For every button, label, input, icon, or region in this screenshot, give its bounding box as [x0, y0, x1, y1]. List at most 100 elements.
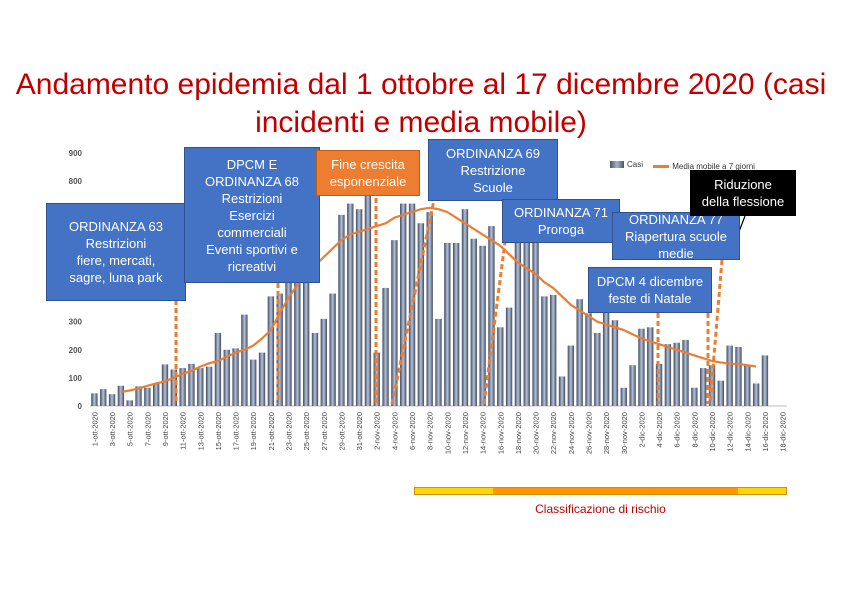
- bar-15-ott-2020: [214, 332, 222, 406]
- bar-24-nov-2020: [567, 345, 575, 406]
- bar-13-dic-2020: [735, 346, 742, 406]
- bar-7-ott-2020: [144, 387, 151, 406]
- bar-29-ott-2020: [338, 214, 345, 406]
- annotation-dpcm-ordinanza-68: DPCM E ORDINANZA 68 Restrizioni Esercizi…: [184, 147, 320, 283]
- bar-24-ott-2020: [294, 231, 301, 406]
- x-tick-label: 15-ott-2020: [214, 412, 223, 450]
- x-tick-label: 4-dic-2020: [655, 412, 664, 447]
- x-tick-label: 14-dic-2020: [743, 412, 752, 452]
- x-tick-label: 17-ott-2020: [232, 412, 241, 450]
- x-tick-label: 2-dic-2020: [637, 412, 646, 447]
- bar-25-nov-2020: [576, 299, 583, 406]
- annotation-ordinanza-69: ORDINANZA 69 Restrizione Scuole: [428, 139, 558, 201]
- bar-21-nov-2020: [541, 296, 548, 406]
- x-tick-label: 25-ott-2020: [302, 412, 311, 450]
- bar-9-dic-2020: [700, 368, 707, 406]
- bar-9-nov-2020: [435, 318, 442, 406]
- x-tick-label: 21-ott-2020: [267, 412, 276, 450]
- x-tick-label: 11-ott-2020: [179, 412, 188, 450]
- x-tick-label: 28-nov-2020: [602, 412, 611, 454]
- bar-10-dic-2020: [708, 365, 716, 406]
- bar-17-nov-2020: [505, 307, 513, 406]
- bar-19-ott-2020: [250, 359, 257, 406]
- bar-11-nov-2020: [452, 242, 460, 406]
- bar-14-nov-2020: [479, 245, 486, 406]
- bar-23-ott-2020: [285, 259, 292, 406]
- bar-17-ott-2020: [232, 348, 239, 406]
- annotation-ordinanza-77: ORDINANZA 77 Riapertura scuole medie: [612, 212, 740, 261]
- bar-20-ott-2020: [258, 352, 266, 406]
- bar-8-dic-2020: [691, 387, 698, 406]
- bar-11-ott-2020: [179, 368, 186, 406]
- bar-13-ott-2020: [197, 368, 204, 406]
- bar-12-ott-2020: [188, 363, 195, 406]
- bar-16-nov-2020: [497, 327, 504, 406]
- bar-15-dic-2020: [752, 383, 760, 406]
- x-tick-label: 12-nov-2020: [461, 412, 470, 454]
- bar-18-ott-2020: [241, 314, 248, 406]
- bar-3-dic-2020: [647, 327, 654, 406]
- x-tick-label: 4-nov-2020: [390, 412, 399, 450]
- annotation-ordinanza-71: ORDINANZA 71 Proroga: [502, 199, 620, 243]
- legend-label-media-mobile: Media mobile a 7 giorni: [672, 162, 755, 171]
- bar-6-dic-2020: [673, 342, 680, 406]
- x-tick-label: 26-nov-2020: [584, 412, 593, 454]
- x-tick-label: 12-dic-2020: [726, 412, 735, 452]
- x-tick-label: 23-ott-2020: [285, 412, 294, 450]
- x-tick-label: 24-nov-2020: [567, 412, 576, 454]
- bar-29-nov-2020: [611, 320, 619, 406]
- bar-26-nov-2020: [585, 313, 592, 406]
- x-tick-label: 9-ott-2020: [161, 412, 170, 446]
- x-tick-label: 8-nov-2020: [426, 412, 435, 450]
- annotation-riduzione-flessione: Riduzione della flessione: [690, 170, 796, 216]
- bar-30-nov-2020: [620, 387, 627, 406]
- bar-2-nov-2020: [373, 352, 380, 406]
- y-tick-label: 0: [78, 402, 83, 411]
- y-tick-label: 800: [69, 177, 83, 186]
- bar-13-nov-2020: [470, 238, 477, 406]
- bar-8-nov-2020: [426, 212, 433, 406]
- bar-9-ott-2020: [161, 364, 169, 406]
- bar-28-nov-2020: [602, 304, 610, 406]
- x-tick-label: 10-dic-2020: [708, 412, 717, 452]
- bars: [91, 192, 769, 406]
- bar-2-ott-2020: [100, 389, 107, 406]
- bar-6-ott-2020: [135, 386, 142, 406]
- x-tick-label: 16-dic-2020: [761, 412, 770, 452]
- bar-3-nov-2020: [382, 287, 389, 406]
- x-tick-label: 20-nov-2020: [532, 412, 541, 454]
- y-tick-label: 300: [69, 318, 83, 327]
- bar-4-nov-2020: [391, 240, 398, 406]
- bar-27-ott-2020: [320, 318, 327, 406]
- bar-10-nov-2020: [444, 242, 451, 406]
- x-tick-label: 22-nov-2020: [549, 412, 558, 454]
- annotation-ordinanza-63: ORDINANZA 63 Restrizioni fiere, mercati,…: [46, 203, 186, 301]
- bar-25-ott-2020: [302, 279, 310, 406]
- bar-12-nov-2020: [461, 209, 469, 406]
- x-tick-label: 19-ott-2020: [249, 412, 258, 450]
- bar-12-dic-2020: [726, 345, 733, 406]
- bar-16-ott-2020: [223, 349, 230, 406]
- event-marker-line: [482, 241, 507, 405]
- bar-31-ott-2020: [355, 209, 363, 406]
- bar-18-nov-2020: [514, 237, 522, 406]
- risk-classification-bar: [414, 487, 787, 495]
- x-tick-label: 5-ott-2020: [126, 412, 135, 446]
- bar-8-ott-2020: [152, 383, 160, 406]
- x-tick-label: 16-nov-2020: [496, 412, 505, 454]
- bar-2-dic-2020: [638, 328, 645, 406]
- event-marker-line: [708, 259, 724, 405]
- bar-30-ott-2020: [347, 203, 354, 406]
- legend-item-casi: Casi: [610, 160, 643, 169]
- bar-21-ott-2020: [267, 296, 275, 406]
- x-tick-label: 10-nov-2020: [443, 412, 452, 454]
- bar-15-nov-2020: [488, 226, 495, 406]
- event-markers: [174, 198, 746, 405]
- y-tick-label: 100: [69, 374, 83, 383]
- legend-label-casi: Casi: [627, 160, 644, 169]
- bar-22-nov-2020: [550, 294, 557, 406]
- bar-14-ott-2020: [205, 366, 213, 406]
- x-tick-label: 30-nov-2020: [620, 412, 629, 454]
- x-axis-labels: 1-ott-2020 3-ott-2020 5-ott-2020 7-ott-2020…: [90, 412, 787, 454]
